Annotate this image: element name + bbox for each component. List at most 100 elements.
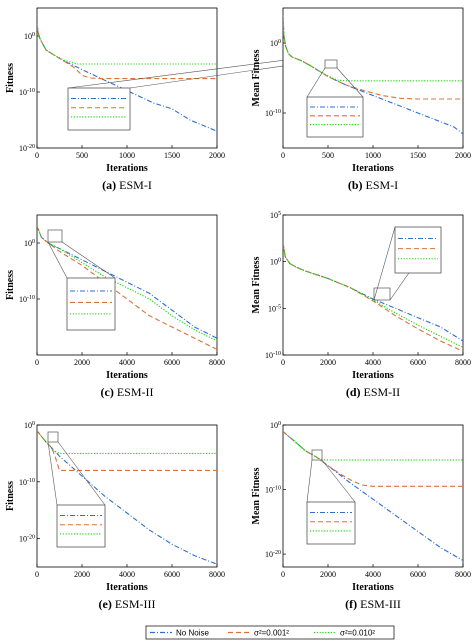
x-tick-label: 2000 [74,570,90,579]
zoom-box [311,449,323,461]
panel-name: ESM-I [366,178,399,192]
chart-panel-f: 0 2000 4000 6000 8000 100 10-10 10-20 Iterations… [251,421,471,611]
inset-zoom-box [394,226,442,274]
zoom-box [324,59,338,69]
panel-letter: (e) [99,597,115,611]
panel-name: ESM-III [115,597,156,611]
x-tick-label: 6000 [410,358,426,367]
zoom-connector [47,441,58,506]
x-tick-label: 0 [35,358,39,367]
x-tick-label: 0 [281,358,285,367]
x-tick-label: 6000 [410,570,426,579]
zoom-connector [321,459,356,503]
y-tick-label: 10-20 [19,535,35,544]
panel-name: ESM-I [119,178,152,192]
zoom-connector [336,67,364,98]
y-tick-label: 100 [24,239,35,248]
x-tick-label: 0 [281,151,285,160]
series-line--0-010- [283,14,463,82]
series-line--0-010- [37,24,217,65]
zoom-connector [373,226,396,301]
x-tick-label: 0 [35,570,39,579]
panel-name: ESM-II [117,385,154,399]
legend: No Noise σ²=0.001² σ²=0.010² [145,625,395,640]
x-tick-label: 0 [35,151,39,160]
x-tick-label: 500 [322,151,334,160]
x-axis-label: Iterations [106,163,148,174]
panel-caption: (b) ESM-I [348,178,398,192]
legend-label: No Noise [176,629,209,638]
x-tick-label: 8000 [209,358,225,367]
x-tick-label: 1500 [164,151,180,160]
panel-name: ESM-II [364,385,401,399]
panel-caption: (f) ESM-III [345,597,401,611]
y-tick-label: 100 [24,421,35,430]
panel-letter: (d) [346,385,364,399]
y-axis-label: Fitness [5,481,16,511]
chart-panel-c: 0 2000 4000 6000 8000 100 10-10 Iterations Fitne… [5,214,225,399]
inset-zoom-box [306,501,356,545]
x-tick-label: 8000 [209,570,225,579]
x-tick-label: 8000 [455,358,471,367]
x-tick-label: 6000 [164,358,180,367]
x-axis-label: Iterations [352,370,394,381]
y-axis-label: Fitness [5,270,16,300]
x-tick-label: 6000 [164,570,180,579]
x-tick-label: 4000 [365,358,381,367]
series-line--0-010- [283,431,463,461]
x-axis-label: Iterations [106,370,148,381]
legend-label: σ²=0.001² [254,629,289,638]
y-tick-label: 10-10 [265,351,281,360]
chart-panel-e: 0 2000 4000 6000 8000 100 10-10 10-20 Iterations… [5,421,225,611]
y-tick-label: 10-10 [19,88,35,97]
legend-label: σ²=0.010² [340,629,375,638]
plot-area [282,424,464,568]
zoom-box [373,287,391,301]
y-tick-label: 10-10 [19,478,35,487]
panel-letter: (f) [345,597,360,611]
x-tick-label: 4000 [365,570,381,579]
zoom-box [47,431,59,443]
panel-caption: (c) ESM-II [101,385,154,399]
y-tick-label: 100 [24,32,35,41]
x-tick-label: 1500 [410,151,426,160]
chart-panel-b: 0 500 1000 1500 2000 100 10-10 Iterations Mean F… [251,7,471,192]
zoom-box [47,229,63,243]
inset-zoom-box [56,504,106,548]
y-axis-label: Mean Fitness [251,49,262,106]
x-axis-label: Iterations [106,582,148,593]
x-axis-label: Iterations [352,582,394,593]
y-axis-label: Mean Fitness [251,256,262,313]
plot-area [36,214,218,356]
y-tick-label: 100 [270,421,281,430]
y-tick-label: 10-10 [265,486,281,495]
series-line-no-noise [37,430,217,565]
chart-panel-d: 0 2000 4000 6000 8000 105 100 10-5 10-10 Iteratio… [251,211,471,399]
y-tick-label: 10-20 [265,550,281,559]
y-tick-label: 100 [270,39,281,48]
x-tick-label: 4000 [119,570,135,579]
y-tick-label: 10-20 [19,144,35,153]
zoom-connector [47,241,68,279]
y-tick-label: 100 [270,258,281,267]
inset-zoom-box [66,277,116,331]
panel-letter: (a) [102,178,119,192]
panel-caption: (d) ESM-II [346,385,400,399]
series-line--0-010- [37,225,217,342]
x-axis-label: Iterations [352,163,394,174]
panel-name: ESM-III [360,597,401,611]
y-axis-label: Fitness [5,63,16,93]
x-tick-label: 4000 [119,358,135,367]
chart-panel-a: 0 500 1000 1500 200010010-1010-20IterationsF… [5,7,388,192]
panel-caption: (e) ESM-III [99,597,156,611]
x-tick-label: 2000 [209,151,225,160]
x-tick-label: 500 [76,151,88,160]
zoom-connector [306,67,326,98]
zoom-connector [61,241,116,279]
y-tick-label: 10-10 [19,295,35,304]
y-tick-label: 10-5 [268,304,281,313]
x-tick-label: 2000 [455,151,471,160]
x-tick-label: 2000 [320,358,336,367]
x-tick-label: 2000 [320,570,336,579]
